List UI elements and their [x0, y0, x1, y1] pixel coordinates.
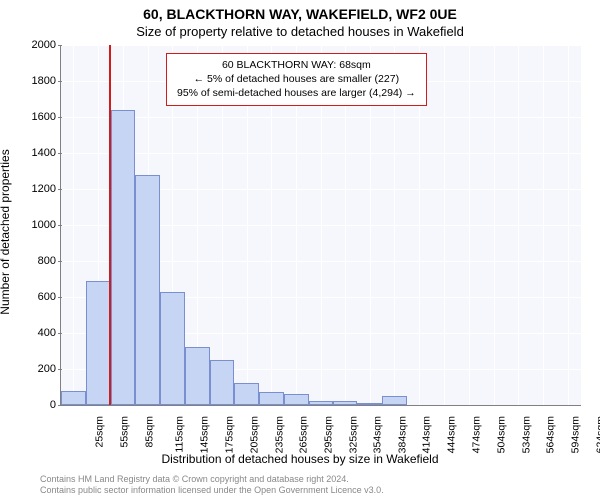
chart-title-1: 60, BLACKTHORN WAY, WAKEFIELD, WF2 0UE — [0, 6, 600, 22]
x-tick-label: 205sqm — [248, 416, 260, 453]
histogram-bar — [259, 392, 284, 405]
x-tick-label: 594sqm — [569, 416, 581, 453]
x-tick-label: 624sqm — [594, 416, 600, 453]
x-tick-label: 115sqm — [173, 416, 185, 453]
y-tick-label: 1800 — [16, 75, 56, 87]
grid-line-v — [543, 45, 544, 405]
x-tick-label: 295sqm — [323, 416, 335, 453]
y-tick-label: 0 — [16, 399, 56, 411]
annotation-box: 60 BLACKTHORN WAY: 68sqm ← 5% of detache… — [166, 53, 427, 106]
x-tick-label: 414sqm — [421, 416, 433, 453]
histogram-bar — [86, 281, 111, 405]
x-axis-label: Distribution of detached houses by size … — [0, 452, 600, 466]
y-tick-label: 2000 — [16, 39, 56, 51]
footer-line-1: Contains HM Land Registry data © Crown c… — [40, 474, 384, 485]
grid-line-v — [568, 45, 569, 405]
grid-line-v — [494, 45, 495, 405]
y-tick-label: 600 — [16, 291, 56, 303]
y-tick-label: 1400 — [16, 147, 56, 159]
x-tick-label: 145sqm — [199, 416, 211, 453]
x-tick-label: 235sqm — [273, 416, 285, 453]
histogram-bar — [382, 396, 407, 405]
x-tick-label: 354sqm — [371, 416, 383, 453]
annotation-line-3: 95% of semi-detached houses are larger (… — [177, 86, 416, 100]
chart-container: 60, BLACKTHORN WAY, WAKEFIELD, WF2 0UE S… — [0, 0, 600, 500]
x-tick-label: 325sqm — [347, 416, 359, 453]
grid-line-v — [444, 45, 445, 405]
y-tick-label: 400 — [16, 327, 56, 339]
footer-line-2: Contains public sector information licen… — [40, 485, 384, 496]
histogram-bar — [185, 347, 210, 405]
histogram-bar — [210, 360, 235, 405]
x-tick-label: 534sqm — [520, 416, 532, 453]
histogram-bar — [333, 401, 358, 405]
histogram-bar — [284, 394, 309, 405]
x-tick-label: 85sqm — [143, 416, 155, 448]
footer-text: Contains HM Land Registry data © Crown c… — [40, 474, 384, 496]
grid-line-v — [469, 45, 470, 405]
x-tick-label: 55sqm — [119, 416, 131, 448]
histogram-bar — [135, 175, 160, 405]
x-tick-label: 564sqm — [545, 416, 557, 453]
y-tick-label: 1000 — [16, 219, 56, 231]
y-tick-label: 1200 — [16, 183, 56, 195]
plot-area: 60 BLACKTHORN WAY: 68sqm ← 5% of detache… — [60, 45, 581, 406]
y-tick-label: 1600 — [16, 111, 56, 123]
histogram-bar — [309, 401, 334, 405]
histogram-bar — [61, 391, 86, 405]
annotation-line-2: ← 5% of detached houses are smaller (227… — [177, 72, 416, 86]
histogram-bar — [234, 383, 259, 405]
histogram-bar — [357, 403, 382, 405]
grid-line-v — [73, 45, 74, 405]
x-tick-label: 444sqm — [446, 416, 458, 453]
x-tick-label: 175sqm — [224, 416, 236, 453]
property-marker-line — [109, 45, 111, 405]
grid-line-v — [518, 45, 519, 405]
y-tick-label: 800 — [16, 255, 56, 267]
x-tick-label: 25sqm — [94, 416, 106, 448]
y-tick-label: 200 — [16, 363, 56, 375]
histogram-bar — [160, 292, 185, 405]
x-tick-label: 474sqm — [470, 416, 482, 453]
histogram-bar — [111, 110, 136, 405]
x-tick-label: 265sqm — [298, 416, 310, 453]
y-axis-label: Number of detached properties — [0, 149, 12, 314]
annotation-line-1: 60 BLACKTHORN WAY: 68sqm — [177, 58, 416, 72]
x-tick-label: 384sqm — [396, 416, 408, 453]
x-tick-label: 504sqm — [495, 416, 507, 453]
chart-title-2: Size of property relative to detached ho… — [0, 24, 600, 39]
